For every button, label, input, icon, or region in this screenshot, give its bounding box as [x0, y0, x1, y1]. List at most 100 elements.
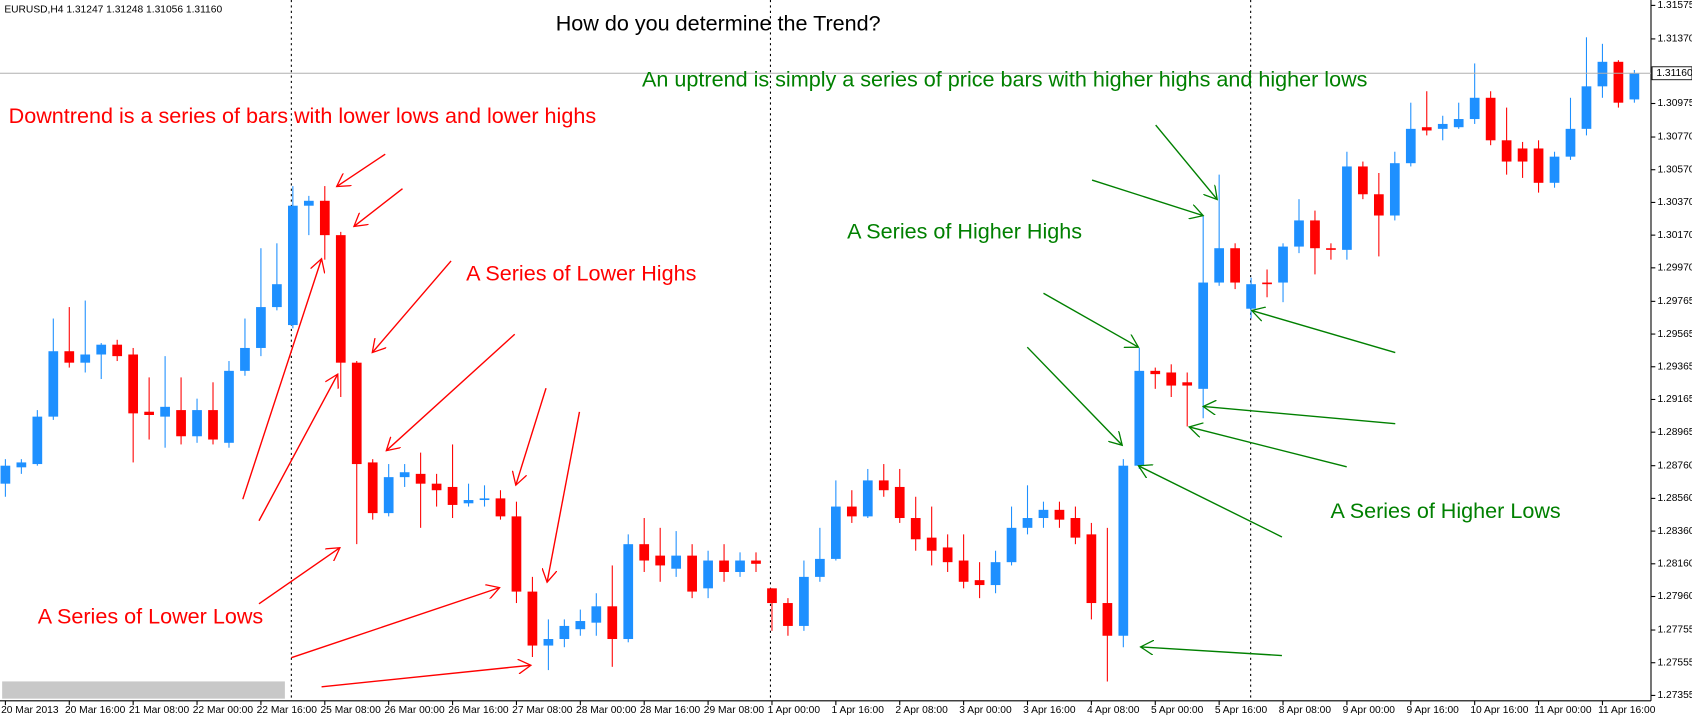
arrow — [1091, 179, 1203, 216]
arrow — [1155, 124, 1218, 199]
candle-body — [655, 555, 666, 566]
current-price-label: 1.31160 — [1656, 68, 1692, 79]
candle-body — [1262, 282, 1272, 285]
x-tick-label: 10 Apr 16:00 — [1470, 705, 1528, 716]
candle-body — [1549, 156, 1560, 183]
candle-body — [1182, 382, 1193, 386]
candle-body — [783, 603, 793, 626]
y-tick-label: 1.29565 — [1657, 329, 1692, 340]
candle-body — [719, 560, 729, 572]
candle-body — [687, 555, 697, 592]
x-tick-label: 5 Apr 16:00 — [1215, 705, 1268, 716]
x-tick-label: 21 Mar 08:00 — [129, 705, 190, 716]
x-tick-label: 27 Mar 08:00 — [512, 705, 573, 716]
x-tick-label: 1 Apr 16:00 — [832, 705, 885, 716]
x-tick-label: 26 Mar 00:00 — [384, 705, 445, 716]
arrow — [1203, 406, 1396, 425]
candle-body — [160, 406, 170, 417]
candle-body — [591, 606, 602, 623]
candle-body — [1565, 128, 1576, 157]
candle-body — [1198, 282, 1209, 389]
x-tick-label: 28 Mar 16:00 — [640, 705, 701, 716]
candle-body — [1054, 509, 1065, 520]
candle-body — [303, 200, 314, 206]
scrollbar — [2, 681, 285, 699]
candle-body — [192, 410, 202, 437]
y-tick-label: 1.27355 — [1657, 690, 1692, 701]
x-tick-label: 9 Apr 16:00 — [1406, 705, 1459, 716]
candle-body — [1294, 220, 1304, 247]
candle-body — [767, 588, 777, 604]
candle-body — [815, 558, 825, 577]
y-tick-label: 1.30770 — [1657, 132, 1692, 143]
arrow — [1189, 427, 1347, 468]
candle-body — [575, 621, 586, 630]
y-tick-label: 1.27960 — [1657, 591, 1692, 602]
candle-body — [926, 537, 937, 551]
candle-body — [527, 591, 538, 646]
arrow — [337, 153, 386, 186]
candle-body — [1102, 603, 1113, 636]
y-tick-label: 1.30975 — [1657, 98, 1692, 109]
candle-body — [1246, 284, 1256, 309]
arrow — [372, 260, 452, 353]
y-tick-label: 1.28560 — [1657, 493, 1692, 504]
candle-body — [1342, 166, 1352, 250]
candle-body — [958, 560, 969, 582]
candle-body — [1326, 248, 1336, 250]
x-tick-label: 9 Apr 00:00 — [1343, 705, 1396, 716]
candle-body — [351, 362, 362, 465]
arrow — [321, 665, 531, 688]
candle-body — [415, 473, 426, 484]
y-tick-label: 1.30170 — [1657, 230, 1692, 241]
candle-body — [990, 562, 1001, 586]
x-tick-label: 11 Apr 00:00 — [1534, 705, 1592, 716]
candle-body — [240, 347, 250, 371]
arrow — [1026, 346, 1122, 445]
candle-body — [463, 500, 474, 504]
candle-body — [208, 410, 218, 440]
current-price-box — [1651, 66, 1692, 81]
x-tick-label: 25 Mar 08:00 — [320, 705, 381, 716]
y-tick-label: 1.28760 — [1657, 460, 1692, 471]
candle-body — [335, 235, 346, 363]
x-tick-label: 8 Apr 08:00 — [1279, 705, 1332, 716]
candle-body — [1629, 73, 1640, 100]
candle-body — [256, 307, 266, 348]
candle-body — [671, 555, 682, 569]
annotation: A Series of Lower Lows — [38, 604, 263, 629]
x-tick-label: 22 Mar 16:00 — [257, 705, 318, 716]
arrow — [547, 411, 581, 582]
candle-body — [1230, 248, 1240, 283]
candle-body — [1214, 248, 1225, 283]
candle-body — [1086, 534, 1097, 604]
candle-body — [112, 344, 123, 357]
candle-body — [32, 416, 43, 465]
candle-body — [224, 370, 234, 443]
candle-body — [639, 544, 650, 561]
x-tick-label: 5 Apr 00:00 — [1151, 705, 1204, 716]
candle-body — [1166, 372, 1177, 386]
x-tick-label: 2 Apr 08:00 — [895, 705, 948, 716]
candle-body — [272, 284, 282, 308]
y-tick-label: 1.30370 — [1657, 197, 1692, 208]
arrow — [1252, 311, 1396, 354]
annotation: An uptrend is simply a series of price b… — [642, 67, 1367, 92]
candle-body — [1022, 518, 1033, 528]
candle-body — [0, 465, 11, 484]
y-tick-label: 1.31370 — [1657, 34, 1692, 45]
candle-body — [16, 462, 27, 468]
candle-body — [511, 516, 522, 592]
candle-body — [942, 547, 953, 563]
candle-body — [1150, 370, 1161, 375]
candle-body — [878, 480, 889, 491]
candle-body — [447, 486, 458, 505]
x-tick-label: 3 Apr 16:00 — [1023, 705, 1076, 716]
annotation: A Series of Higher Highs — [847, 219, 1082, 244]
candle-body — [1358, 166, 1368, 195]
candle-body — [96, 344, 107, 355]
arrow — [242, 259, 322, 500]
candle-body — [831, 506, 841, 559]
candle-body — [1533, 148, 1544, 183]
arrow — [516, 387, 547, 485]
